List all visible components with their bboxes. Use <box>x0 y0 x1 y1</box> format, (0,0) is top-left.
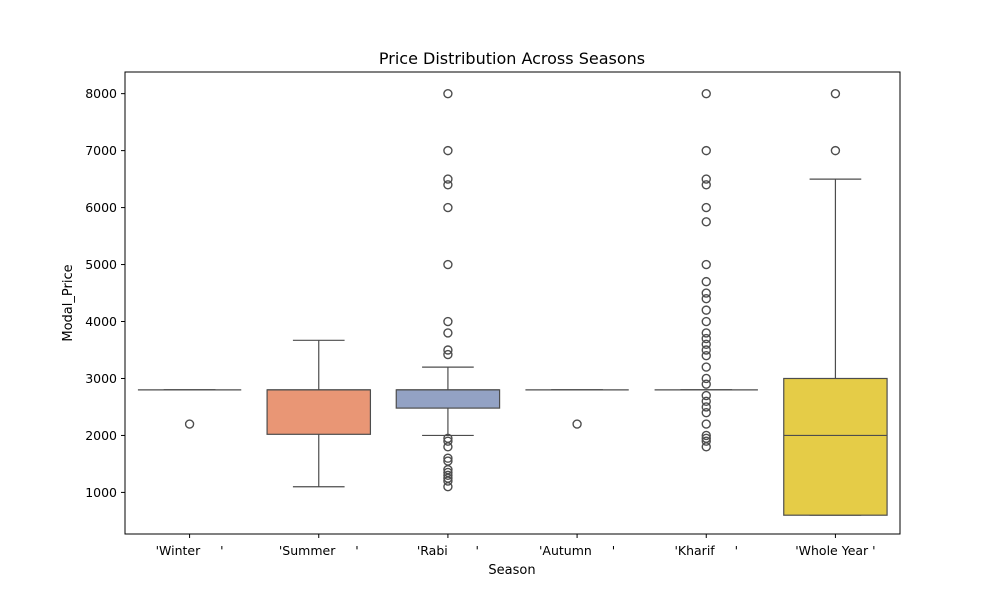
outlier-point <box>443 442 453 452</box>
outlier-point <box>701 328 711 338</box>
x-tick-label: 'Summer ' <box>279 543 359 558</box>
outlier-point <box>443 436 453 446</box>
x-tick-label: 'Rabi ' <box>417 543 479 558</box>
plot-area <box>137 88 888 516</box>
outlier-point <box>443 180 453 190</box>
outlier-point <box>701 316 711 327</box>
outlier-point <box>443 476 453 486</box>
y-tick-label: 8000 <box>85 86 117 101</box>
outlier-point <box>443 349 453 360</box>
outlier-point <box>443 259 453 270</box>
outlier-point <box>701 436 711 446</box>
outlier-point <box>830 88 841 99</box>
box-group <box>525 389 629 429</box>
outlier-point <box>184 419 195 429</box>
outlier-point <box>830 145 841 156</box>
outlier-point <box>701 294 711 304</box>
outlier-point <box>701 442 711 452</box>
y-tick-label: 4000 <box>85 314 117 329</box>
outlier-point <box>443 316 453 327</box>
y-axis-label: Modal_Price <box>61 264 76 341</box>
outlier-point <box>443 453 453 463</box>
y-tick-label: 5000 <box>85 257 117 272</box>
outlier-point <box>701 145 711 156</box>
outlier-point <box>701 333 711 344</box>
box-iqr <box>783 377 888 516</box>
outlier-point <box>443 174 453 184</box>
outlier-point <box>701 174 711 184</box>
outlier-point <box>701 217 711 227</box>
x-tick-label: 'Winter ' <box>156 543 224 558</box>
outlier-point <box>701 288 711 298</box>
chart-title: Price Distribution Across Seasons <box>379 49 645 68</box>
outlier-point <box>701 339 711 350</box>
outlier-point <box>443 470 453 481</box>
outlier-point <box>701 396 711 406</box>
outlier-point <box>701 402 711 412</box>
outlier-point <box>701 350 711 361</box>
outlier-point <box>701 305 711 315</box>
y-tick-label: 2000 <box>85 428 117 443</box>
x-tick-label: 'Whole Year ' <box>795 543 875 558</box>
outlier-point <box>572 419 582 429</box>
y-tick-label: 1000 <box>85 485 117 500</box>
outlier-point <box>701 345 711 355</box>
axes-frame <box>124 71 901 535</box>
box-iqr <box>266 389 372 435</box>
outlier-point <box>701 419 711 429</box>
x-tick-label: 'Autumn ' <box>539 543 615 558</box>
box-group <box>395 88 501 492</box>
y-tick-label: 7000 <box>85 143 117 158</box>
outlier-point <box>701 430 711 441</box>
outlier-point <box>701 259 711 270</box>
box-iqr <box>395 389 501 409</box>
outlier-point <box>701 390 711 401</box>
outlier-point <box>701 379 711 389</box>
outlier-point <box>443 202 453 213</box>
y-tick-label: 6000 <box>85 200 117 215</box>
outlier-point <box>443 345 453 355</box>
outlier-point <box>701 407 711 418</box>
outlier-point <box>701 276 711 287</box>
outlier-point <box>443 88 453 99</box>
outlier-point <box>701 88 711 99</box>
outlier-point <box>443 328 453 338</box>
box-group <box>654 88 758 452</box>
box-group <box>137 389 242 429</box>
x-tick-label: 'Kharif ' <box>674 543 738 558</box>
outlier-point <box>701 180 711 190</box>
outlier-point <box>701 202 711 213</box>
outlier-point <box>701 373 711 384</box>
outlier-point <box>443 145 453 156</box>
outlier-point <box>443 482 453 492</box>
y-tick-label: 3000 <box>85 371 117 386</box>
x-axis-label: Season <box>488 563 535 578</box>
box-group <box>266 339 372 488</box>
axes: 1000 2000 3000 4000 5000 6000 7000 8000 'Winter … <box>85 86 875 558</box>
box-group <box>783 88 888 516</box>
outlier-point <box>701 362 711 372</box>
